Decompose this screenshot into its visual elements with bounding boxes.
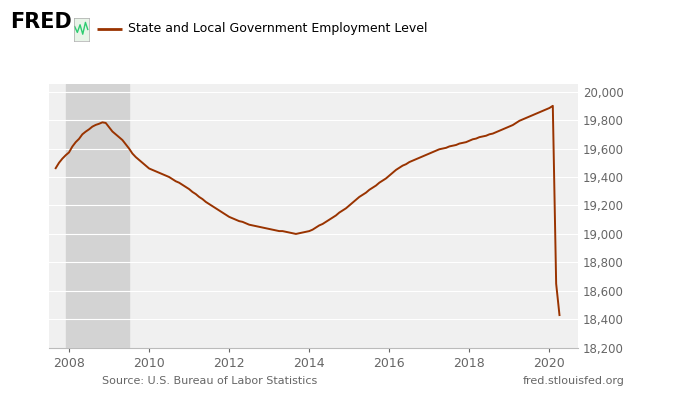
Text: fred.stlouisfed.org: fred.stlouisfed.org: [523, 376, 625, 386]
Text: FRED: FRED: [10, 12, 72, 32]
Text: Source: U.S. Bureau of Labor Statistics: Source: U.S. Bureau of Labor Statistics: [102, 376, 318, 386]
Bar: [66, 84, 129, 348]
Text: State and Local Government Employment Level: State and Local Government Employment Le…: [128, 22, 428, 35]
